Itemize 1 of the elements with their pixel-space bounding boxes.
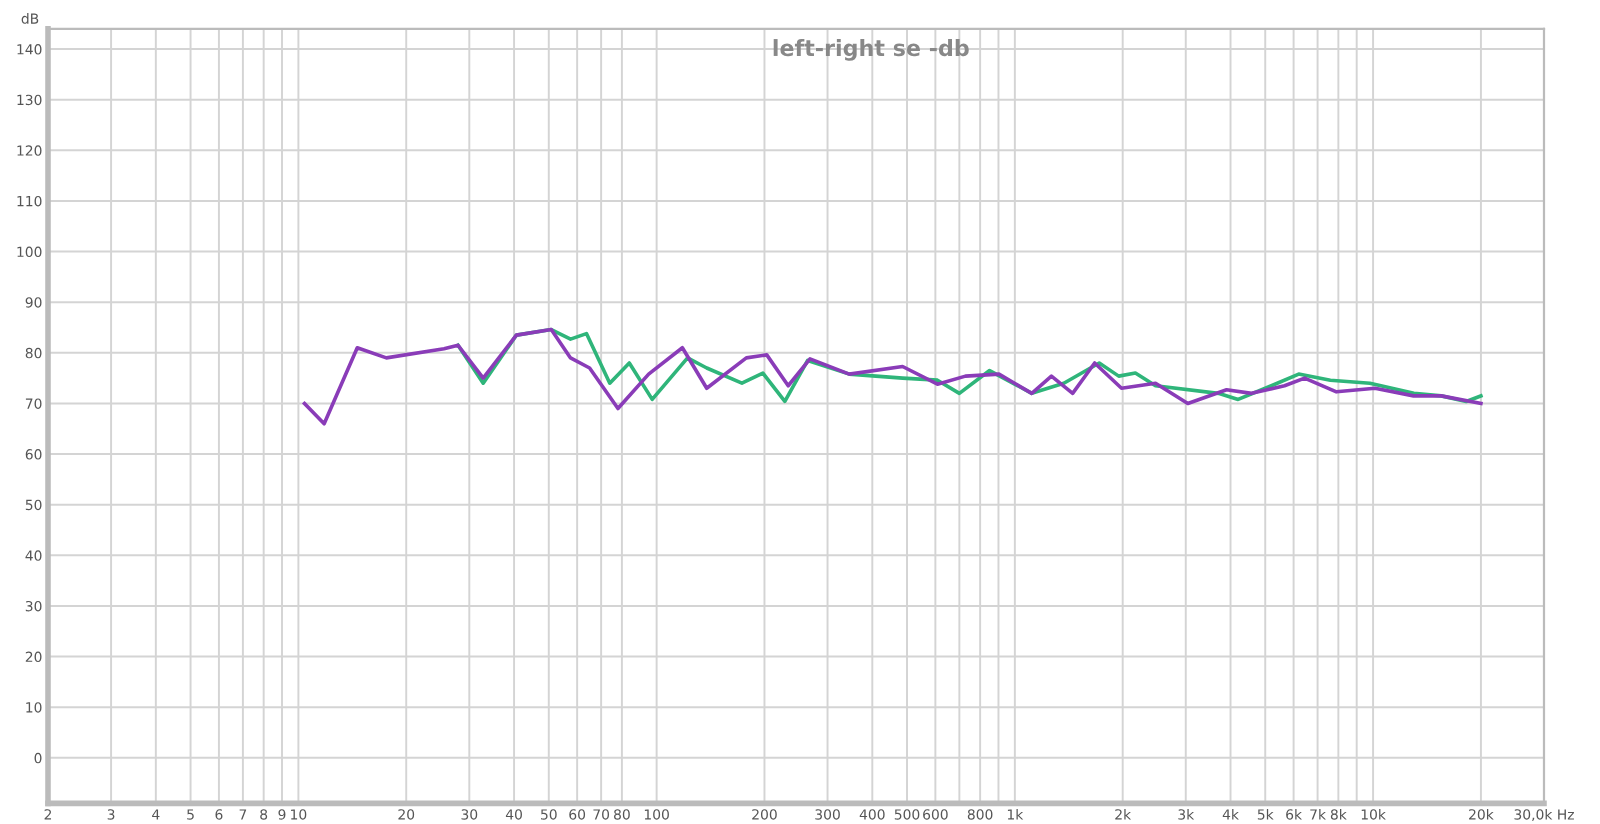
chart-title: left-right se -db: [773, 39, 969, 61]
